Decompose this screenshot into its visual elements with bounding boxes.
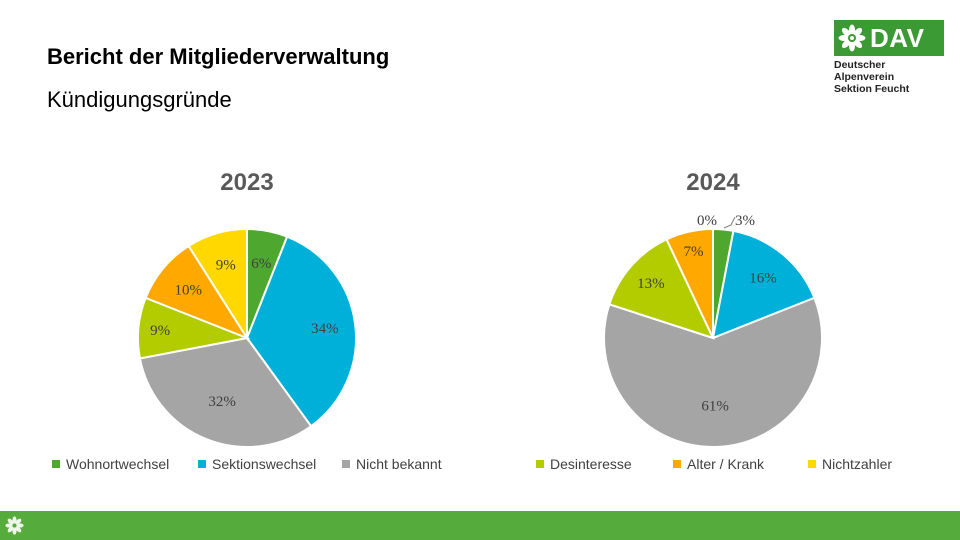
- pie-slice-alter-krank: [665, 227, 714, 339]
- legend-label: Desinteresse: [550, 456, 632, 472]
- data-label: 10%: [174, 282, 202, 298]
- data-label: 32%: [208, 394, 236, 410]
- legend-label: Nichtzahler: [822, 456, 893, 472]
- pie-slice-nicht-bekannt: [603, 296, 823, 448]
- pie-chart-2024: 2024 3% 16% 61% 13% 7% 0%: [603, 169, 823, 448]
- pie-slice-sektionswechsel: [245, 235, 357, 428]
- dav-logo: DAV Deutscher Alpenverein Sektion Feucht: [834, 20, 944, 95]
- legend-swatch: [342, 460, 350, 468]
- pie-slice-nichtzahler: [187, 227, 248, 342]
- edelweiss-icon: [5, 516, 24, 535]
- data-label: 16%: [749, 271, 777, 287]
- legend-label: Sektionswechsel: [212, 456, 317, 472]
- logo-subtitle: Deutscher Alpenverein Sektion Feucht: [834, 59, 944, 95]
- data-label: 34%: [311, 321, 339, 337]
- data-label: 0%: [697, 213, 717, 229]
- chart-title: 2024: [686, 169, 740, 196]
- chart-legend: Wohnortwechsel Sektionswechsel Nicht bekan…: [0, 456, 960, 476]
- legend-swatch: [808, 460, 816, 468]
- legend-label: Wohnortwechsel: [66, 456, 170, 472]
- legend-swatch: [198, 460, 206, 468]
- data-label: 9%: [150, 323, 170, 339]
- logo-line-1: Deutscher Alpenverein: [834, 59, 895, 83]
- page-title: Bericht der Mitgliederverwaltung: [47, 44, 390, 69]
- logo-line-2: Sektion Feucht: [834, 83, 910, 95]
- page-subtitle: Kündigungsgründe: [47, 87, 232, 112]
- legend-item: Wohnortwechsel: [52, 456, 169, 472]
- legend-item: Nichtzahler: [808, 456, 892, 472]
- legend-label: Nicht bekannt: [356, 456, 442, 472]
- pie-slice-sektionswechsel: [711, 229, 816, 340]
- edelweiss-icon: [838, 24, 866, 52]
- legend-swatch: [52, 460, 60, 468]
- legend-item: Sektionswechsel: [198, 456, 316, 472]
- legend-label: Alter / Krank: [687, 456, 765, 472]
- data-label: 13%: [637, 276, 665, 292]
- data-label: 6%: [251, 256, 271, 272]
- pie-chart-2023: 2023 6% 34% 32% 9% 10% 9%: [137, 169, 357, 448]
- logo-badge: DAV: [834, 20, 944, 56]
- data-label: 3%: [735, 213, 755, 229]
- footer-bar: [0, 511, 960, 540]
- legend-swatch: [536, 460, 544, 468]
- pie-slice-desinteresse: [608, 238, 715, 340]
- legend-swatch: [673, 460, 681, 468]
- legend-item: Nicht bekannt: [342, 456, 442, 472]
- data-label: 61%: [701, 399, 729, 415]
- data-label: 9%: [216, 258, 236, 274]
- chart-title: 2023: [220, 169, 273, 196]
- data-label: 7%: [684, 244, 704, 260]
- legend-item: Alter / Krank: [673, 456, 764, 472]
- logo-name: DAV: [870, 22, 925, 53]
- legend-item: Desinteresse: [536, 456, 632, 472]
- leader-line: [723, 216, 736, 229]
- pie-slice-nicht-bekannt: [138, 336, 313, 448]
